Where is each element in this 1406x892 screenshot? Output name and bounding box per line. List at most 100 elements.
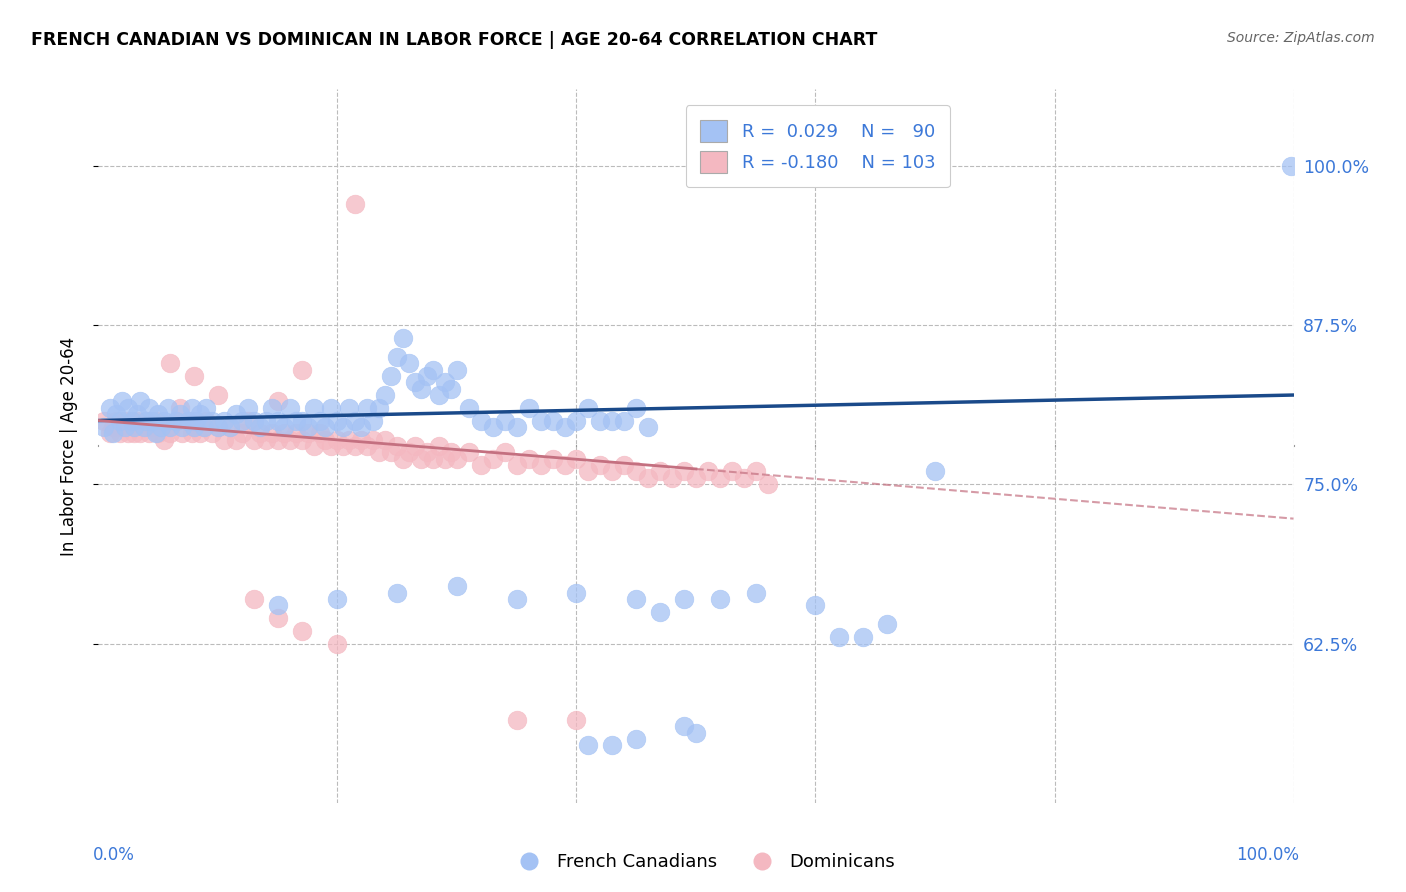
Point (404, 439, 426, 453)
Point (219, 420, 242, 434)
Point (153, 413, 176, 427)
Point (105, 407, 128, 421)
Point (411, 451, 433, 466)
Point (613, 458, 636, 472)
Point (315, 433, 337, 447)
Point (254, 433, 277, 447)
Point (145, 413, 167, 427)
Point (231, 413, 253, 427)
Point (105, 413, 128, 427)
Point (506, 713, 529, 727)
Point (332, 420, 354, 434)
Point (332, 439, 354, 453)
Point (326, 591, 349, 606)
Point (243, 433, 266, 447)
Point (602, 413, 624, 427)
Point (339, 401, 361, 415)
Point (267, 599, 290, 613)
Point (267, 433, 290, 447)
Point (195, 401, 218, 415)
Point (125, 407, 148, 421)
Point (745, 465, 768, 479)
Point (114, 420, 136, 434)
Point (148, 407, 170, 421)
Point (422, 362, 444, 376)
Point (481, 451, 505, 466)
Point (494, 445, 516, 459)
Point (673, 719, 696, 733)
Point (267, 394, 290, 409)
Point (470, 458, 492, 472)
Point (440, 382, 463, 396)
Point (385, 439, 409, 453)
Point (121, 413, 143, 427)
Point (368, 401, 391, 415)
Point (416, 368, 439, 383)
Point (434, 451, 457, 466)
Point (159, 356, 181, 370)
Point (565, 413, 588, 427)
Point (392, 331, 415, 345)
Text: FRENCH CANADIAN VS DOMINICAN IN LABOR FORCE | AGE 20-64 CORRELATION CHART: FRENCH CANADIAN VS DOMINICAN IN LABOR FO… (31, 31, 877, 49)
Point (506, 420, 529, 434)
Point (148, 426, 170, 441)
Point (673, 591, 696, 606)
Point (141, 420, 163, 434)
Point (291, 624, 314, 638)
Point (121, 413, 143, 427)
Point (129, 426, 152, 441)
Point (149, 420, 172, 434)
Point (470, 413, 492, 427)
Point (132, 420, 155, 434)
Point (186, 413, 208, 427)
Point (193, 420, 215, 434)
Point (440, 445, 463, 459)
Point (626, 465, 648, 479)
Point (602, 739, 624, 753)
Point (458, 401, 481, 415)
Point (517, 451, 540, 466)
Point (138, 401, 160, 415)
Point (626, 401, 648, 415)
Point (648, 465, 672, 479)
Point (380, 445, 402, 459)
Point (273, 420, 295, 434)
Point (201, 426, 224, 441)
Point (183, 368, 205, 383)
Point (169, 401, 191, 415)
Point (180, 426, 202, 441)
Point (385, 350, 409, 364)
Point (385, 585, 409, 599)
Point (180, 401, 202, 415)
Point (129, 394, 152, 409)
Point (685, 725, 707, 739)
Point (626, 591, 648, 606)
Point (350, 433, 373, 447)
Point (165, 413, 187, 427)
Point (169, 407, 191, 421)
Y-axis label: In Labor Force | Age 20-64: In Labor Force | Age 20-64 (59, 336, 77, 556)
Point (284, 413, 307, 427)
Point (578, 401, 600, 415)
Point (291, 362, 314, 376)
Point (156, 401, 179, 415)
Point (356, 401, 378, 415)
Point (506, 591, 529, 606)
Point (517, 401, 540, 415)
Point (159, 420, 181, 434)
Point (368, 445, 391, 459)
Point (172, 420, 194, 434)
Point (637, 420, 659, 434)
Point (530, 413, 553, 427)
Point (392, 451, 415, 466)
Point (225, 407, 247, 421)
Point (249, 420, 271, 434)
Point (308, 413, 330, 427)
Point (273, 426, 295, 441)
Point (278, 401, 301, 415)
Point (212, 413, 235, 427)
Point (135, 413, 157, 427)
Point (321, 401, 343, 415)
Point (427, 439, 450, 453)
Point (541, 413, 564, 427)
